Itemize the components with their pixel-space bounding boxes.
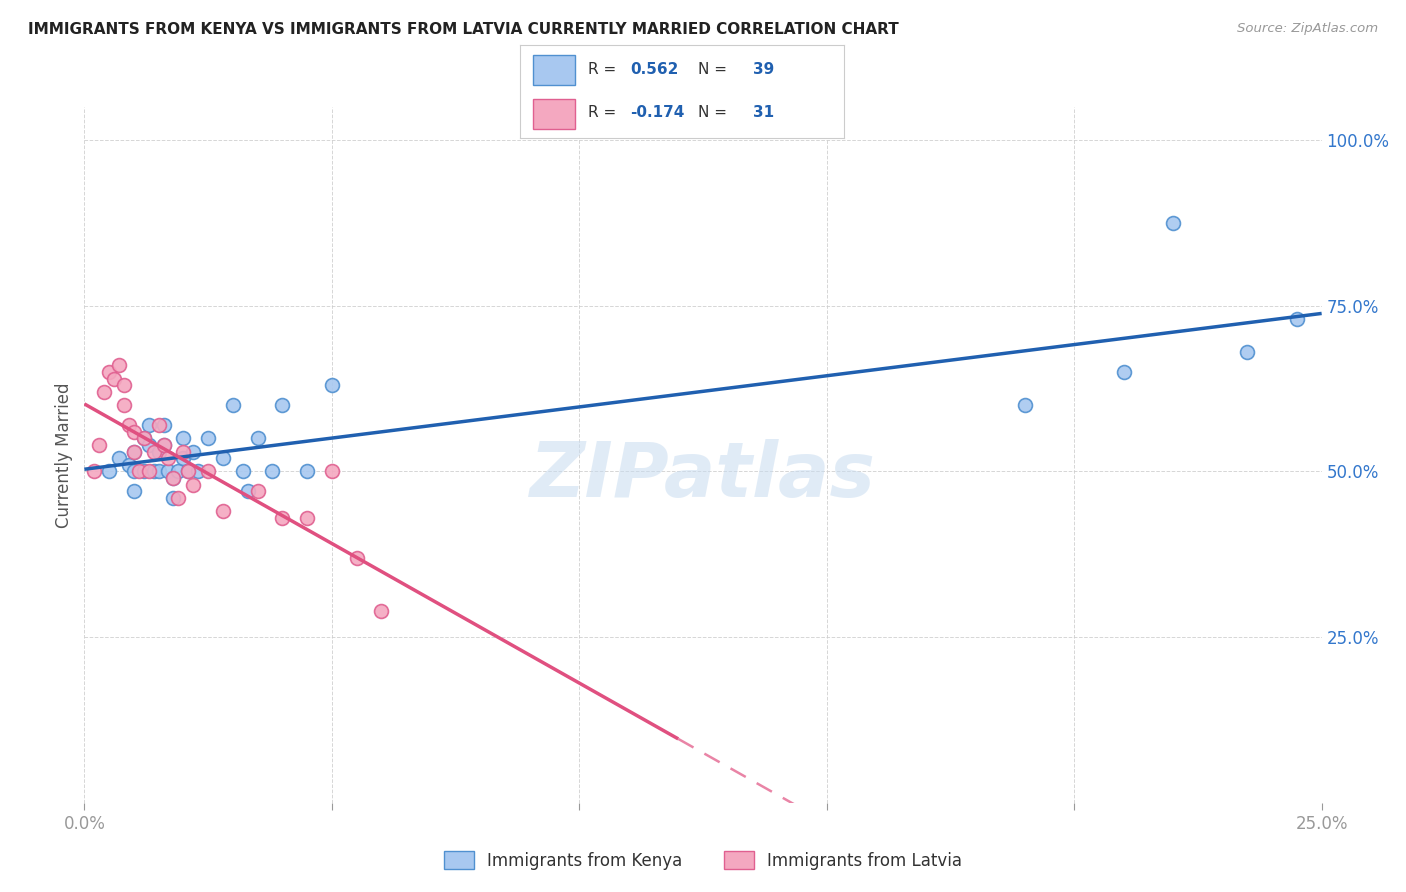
Point (236, 484, 259, 499)
Point (321, 465, 343, 479)
Point (118, 458, 141, 472)
Text: 0.562: 0.562 (630, 62, 679, 78)
Point (122, 444, 145, 458)
Text: IMMIGRANTS FROM KENYA VS IMMIGRANTS FROM LATVIA CURRENTLY MARRIED CORRELATION CH: IMMIGRANTS FROM KENYA VS IMMIGRANTS FROM… (28, 22, 898, 37)
Point (83, 465, 105, 479)
Point (295, 465, 318, 479)
Point (132, 465, 155, 479)
Text: 39: 39 (754, 62, 775, 78)
Text: N =: N = (699, 62, 733, 78)
Point (232, 465, 254, 479)
Point (181, 477, 204, 491)
Point (167, 465, 190, 479)
Point (295, 511, 318, 525)
Point (132, 431, 155, 445)
Point (172, 451, 194, 466)
Point (262, 465, 284, 479)
Text: N =: N = (699, 104, 733, 120)
Point (222, 398, 245, 412)
Point (1285, 312, 1308, 326)
Point (177, 465, 200, 479)
FancyBboxPatch shape (533, 55, 575, 85)
Point (1161, 216, 1184, 230)
Point (177, 465, 200, 479)
Text: Source: ZipAtlas.com: Source: ZipAtlas.com (1237, 22, 1378, 36)
Point (157, 465, 180, 479)
Point (346, 550, 368, 565)
Legend: Immigrants from Kenya, Immigrants from Latvia: Immigrants from Kenya, Immigrants from L… (436, 843, 970, 878)
Point (370, 604, 392, 618)
Point (122, 465, 145, 479)
Point (148, 465, 170, 479)
Point (271, 511, 294, 525)
Point (128, 465, 150, 479)
Point (162, 491, 184, 505)
Point (118, 418, 141, 433)
Text: R =: R = (588, 104, 621, 120)
Point (142, 444, 165, 458)
Point (246, 431, 269, 445)
Point (321, 378, 343, 392)
Point (212, 504, 235, 518)
Point (142, 465, 165, 479)
Point (103, 372, 125, 386)
FancyBboxPatch shape (533, 99, 575, 129)
Point (122, 444, 145, 458)
Point (187, 465, 209, 479)
Point (138, 438, 160, 452)
Point (112, 398, 135, 412)
Text: -0.174: -0.174 (630, 104, 685, 120)
Point (108, 359, 131, 373)
Point (1112, 365, 1135, 379)
Point (172, 431, 194, 445)
Point (98, 465, 121, 479)
Point (162, 471, 184, 485)
Point (138, 465, 160, 479)
Point (122, 484, 145, 499)
Point (112, 378, 135, 392)
Point (1014, 398, 1036, 412)
Point (152, 418, 174, 433)
Point (89, 438, 111, 452)
Point (152, 438, 174, 452)
Point (148, 444, 170, 458)
Point (138, 418, 160, 433)
Point (152, 438, 174, 452)
Text: R =: R = (588, 62, 621, 78)
Text: 31: 31 (754, 104, 775, 120)
Point (246, 484, 269, 499)
Point (148, 418, 170, 433)
Point (157, 451, 180, 466)
Point (1236, 345, 1258, 359)
Point (98, 365, 121, 379)
Point (162, 471, 184, 485)
Point (271, 398, 294, 412)
Y-axis label: Currently Married: Currently Married (55, 382, 73, 528)
Text: ZIPatlas: ZIPatlas (530, 439, 876, 513)
Point (172, 444, 194, 458)
Point (108, 451, 131, 466)
Point (212, 451, 235, 466)
Point (167, 491, 190, 505)
Point (122, 425, 145, 439)
Point (197, 431, 219, 445)
Point (197, 465, 219, 479)
Point (132, 431, 155, 445)
Point (93, 384, 115, 399)
Point (181, 444, 204, 458)
